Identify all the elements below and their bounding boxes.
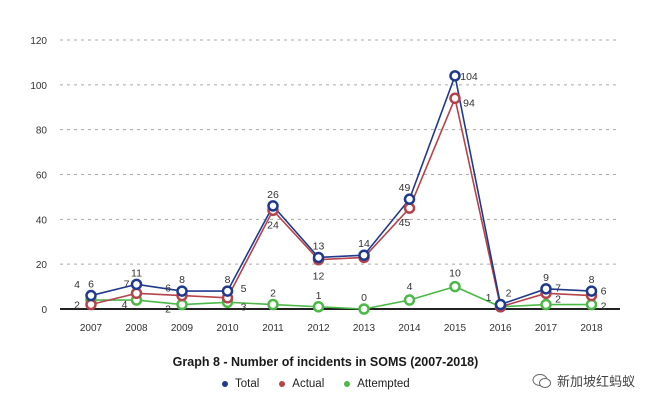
- line-attempted: [91, 285, 592, 310]
- legend-label-actual: Actual: [292, 378, 325, 390]
- data-label-attempted: 2: [270, 288, 276, 300]
- data-label-total: 9: [543, 272, 549, 284]
- line-actual: [90, 95, 592, 308]
- legend: Total Actual Attempted: [222, 378, 410, 390]
- y-tick-label: 100: [30, 81, 47, 92]
- data-label-attempted: 10: [449, 268, 461, 280]
- data-label-actual: 2: [74, 300, 80, 312]
- data-label-attempted: 4: [407, 281, 413, 293]
- point-attempted: [449, 280, 461, 293]
- line-total: [90, 72, 592, 306]
- point-total: [585, 285, 598, 297]
- point-total: [540, 283, 552, 295]
- data-label-attempted: 2: [165, 304, 171, 316]
- point-total: [358, 249, 370, 261]
- x-tick-label: 2009: [171, 323, 194, 334]
- x-tick-label: 2018: [580, 323, 603, 334]
- chart-title: Graph 8 - Number of incidents in SOMS (2…: [172, 355, 479, 369]
- data-label-total: 8: [179, 274, 185, 286]
- point-attempted: [176, 298, 188, 311]
- data-label-total: 13: [313, 240, 325, 252]
- x-tick-label: 2015: [444, 323, 467, 334]
- legend-label-total: Total: [235, 378, 260, 390]
- data-label-actual: 24: [267, 219, 279, 231]
- x-tick-label: 2011: [262, 323, 284, 334]
- data-label-total: 14: [358, 238, 370, 250]
- point-total: [494, 298, 507, 311]
- y-tick-label: 40: [36, 215, 48, 226]
- legend-marker-actual: [279, 381, 286, 387]
- legend-item-attempted: Attempted: [344, 378, 410, 390]
- point-attempted: [585, 298, 598, 311]
- data-label-attempted: 0: [361, 292, 367, 304]
- wechat-icon: [532, 373, 551, 388]
- point-total: [449, 70, 461, 82]
- data-label-actual: 6: [165, 283, 171, 295]
- x-tick-label: 2017: [535, 323, 558, 334]
- legend-label-attempted: Attempted: [357, 378, 410, 390]
- y-tick-label: 0: [41, 305, 47, 316]
- point-total: [85, 289, 97, 302]
- data-label-total: 6: [88, 279, 94, 291]
- data-label-actual: 94: [463, 97, 475, 109]
- data-label-total: 2: [506, 288, 512, 300]
- point-total: [130, 278, 143, 291]
- x-tick-label: 2010: [216, 323, 239, 334]
- point-total: [221, 285, 234, 297]
- point-attempted: [540, 298, 552, 311]
- point-total: [312, 251, 325, 264]
- x-tick-label: 2007: [80, 323, 103, 334]
- data-label-attempted: 3: [241, 301, 247, 313]
- point-attempted: [358, 303, 370, 315]
- x-tick-label: 2008: [125, 323, 148, 334]
- data-label-total: 11: [131, 267, 142, 279]
- point-actual: [449, 92, 461, 105]
- x-tick-label: 2012: [307, 323, 330, 334]
- data-label-actual: 5: [241, 283, 247, 295]
- point-total: [403, 193, 416, 205]
- point-total: [267, 200, 279, 212]
- watermark: 新加坡红蚂蚁: [532, 371, 635, 390]
- data-label-actual: 7: [124, 278, 130, 290]
- legend-marker-total: [222, 381, 228, 387]
- data-label-attempted: 4: [74, 279, 80, 291]
- data-label-actual: 6: [601, 286, 607, 298]
- data-label-attempted: 4: [122, 299, 128, 311]
- point-attempted: [312, 301, 325, 313]
- x-tick-label: 2013: [353, 323, 376, 334]
- data-label-attempted: 2: [555, 294, 561, 306]
- data-label-total: 26: [267, 189, 279, 201]
- y-tick-label: 60: [36, 171, 48, 182]
- point-actual: [130, 287, 143, 300]
- data-label-total: 49: [399, 182, 411, 194]
- data-label-total: 8: [589, 274, 595, 286]
- x-tick-label: 2016: [489, 323, 512, 334]
- legend-marker-attempted: [344, 381, 351, 387]
- data-label-actual: 7: [555, 282, 561, 294]
- data-label-attempted: 1: [316, 290, 322, 302]
- legend-item-total: Total: [222, 378, 259, 390]
- point-attempted: [403, 294, 416, 306]
- point-actual: [403, 202, 416, 214]
- point-actual: [85, 298, 97, 311]
- data-label-actual: 12: [313, 271, 325, 283]
- x-tick-label: 2014: [398, 323, 421, 334]
- legend-item-actual: Actual: [279, 378, 324, 390]
- data-label-attempted: 2: [601, 301, 607, 313]
- data-label-actual: 1: [486, 292, 492, 304]
- data-label-total: 104: [460, 71, 478, 83]
- watermark-text: 新加坡红蚂蚁: [556, 374, 635, 389]
- data-label-total: 8: [225, 274, 231, 286]
- y-tick-label: 120: [30, 36, 47, 47]
- point-attempted: [267, 298, 279, 311]
- point-total: [176, 285, 188, 297]
- y-tick-label: 80: [36, 126, 48, 137]
- y-tick-label: 20: [36, 260, 48, 271]
- data-label-actual: 45: [399, 217, 411, 229]
